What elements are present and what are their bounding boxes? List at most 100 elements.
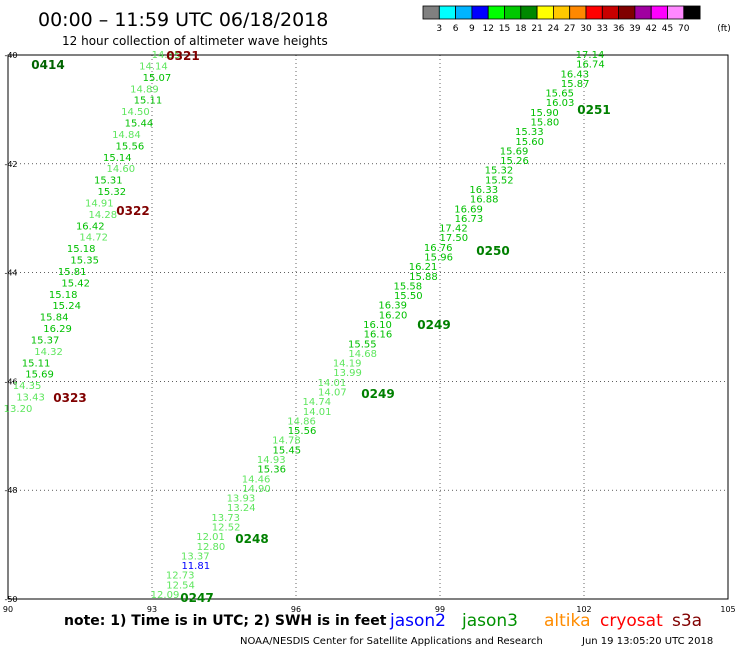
swh-value: 14.28 — [88, 210, 117, 221]
swh-value: 14.68 — [348, 349, 377, 360]
lat-tick-label: -40 — [4, 51, 17, 60]
lat-tick-label: -50 — [4, 595, 17, 604]
scale-tick-label: 21 — [531, 24, 542, 34]
swh-value: 14.50 — [121, 107, 150, 118]
scale-tick-label: 18 — [515, 24, 527, 34]
scale-tick-label: 12 — [482, 24, 493, 34]
scale-tick-label: 33 — [597, 24, 608, 34]
lat-tick-label: -46 — [4, 377, 17, 386]
swh-value: 15.07 — [143, 73, 172, 84]
swh-value: 14.93 — [257, 455, 286, 466]
time-range-title: 00:00 – 11:59 UTC 06/18/2018 — [38, 9, 328, 31]
swh-value: 15.14 — [103, 153, 132, 164]
swh-value: 15.37 — [31, 335, 60, 346]
wave-height-color-scale: 3 6 9 12 15 18 21 24 27 30 33 36 39 42 45 70 (ft) — [422, 5, 731, 34]
lon-tick-label: 99 — [435, 605, 445, 614]
pass-time-label: 0323 — [53, 391, 86, 405]
scale-swatch — [487, 5, 505, 20]
satellite-legend-cryosat: cryosat — [600, 611, 663, 631]
scale-swatch — [438, 5, 456, 20]
scale-tick-label: 45 — [662, 24, 673, 34]
axis-labels: 90 93 96 99 102 105 -40 -42 -44 -46 -48 -50 — [3, 51, 736, 614]
swh-value: 16.03 — [546, 98, 575, 109]
swh-value: 16.16 — [364, 330, 393, 341]
pass-time-label: 0251 — [577, 103, 610, 117]
swh-value: 15.35 — [70, 256, 99, 267]
scale-swatch — [634, 5, 652, 20]
scale-swatch — [455, 5, 473, 20]
swh-value: 15.80 — [531, 118, 560, 129]
swh-value: 15.31 — [94, 176, 123, 187]
swh-value: 14.72 — [79, 233, 108, 244]
scale-swatch — [504, 5, 522, 20]
swh-value: 15.69 — [500, 146, 529, 157]
swh-value: 15.58 — [394, 281, 423, 292]
scale-tick-label: 15 — [499, 24, 510, 34]
swh-value: 16.33 — [469, 185, 498, 196]
swh-value: 15.84 — [40, 313, 69, 324]
swh-value: 14.86 — [287, 416, 316, 427]
scale-tick-label: 36 — [613, 24, 625, 34]
swh-value: 14.60 — [107, 164, 136, 175]
scale-swatch — [683, 5, 701, 20]
lat-tick-label: -48 — [4, 486, 17, 495]
swh-value: 12.73 — [166, 571, 195, 582]
swh-value: 15.44 — [125, 119, 154, 130]
satellite-legend-jason3: jason3 — [461, 611, 518, 631]
pass-time-label: 0321 — [166, 49, 199, 63]
swh-value: 17.42 — [439, 224, 468, 235]
swh-value: 15.96 — [424, 253, 453, 264]
satellite-legend-s3a: s3a — [672, 611, 702, 631]
swh-value: 14.90 — [242, 484, 271, 495]
swh-value: 12.54 — [166, 580, 195, 591]
lon-tick-label: 93 — [147, 605, 157, 614]
swh-value: 15.11 — [22, 358, 51, 369]
swh-value: 14.35 — [13, 381, 42, 392]
swh-value: 14.46 — [242, 474, 271, 485]
swh-value: 15.56 — [116, 141, 145, 152]
swh-value: 12.80 — [197, 542, 226, 553]
footer-note: note: 1) Time is in UTC; 2) SWH is in fe… — [64, 613, 387, 629]
satellite-legend-jason2: jason2 — [389, 611, 446, 631]
lon-tick-label: 105 — [720, 605, 735, 614]
lon-tick-label: 96 — [291, 605, 301, 614]
footer-credit: NOAA/NESDIS Center for Satellite Applica… — [240, 636, 543, 647]
swh-value: 15.87 — [561, 79, 590, 90]
swh-value: 17.50 — [439, 233, 468, 244]
scale-swatch — [553, 5, 571, 20]
swh-value: 16.10 — [363, 320, 392, 331]
swh-value: 11.81 — [181, 561, 210, 572]
swh-value: 15.18 — [67, 244, 96, 255]
lat-lon-grid — [8, 55, 728, 599]
swh-value: 17.14 — [576, 50, 605, 61]
swh-value: 16.39 — [378, 301, 407, 312]
scale-swatch — [471, 5, 489, 20]
swh-value: 12.09 — [151, 590, 180, 601]
swh-value: 15.11 — [134, 96, 163, 107]
swh-value: 15.42 — [61, 278, 90, 289]
swh-value: 14.01 — [318, 378, 347, 389]
swh-value: 15.65 — [545, 89, 574, 100]
swh-value: 13.93 — [227, 494, 256, 505]
swh-value: 15.32 — [97, 187, 126, 198]
swh-value: 14.01 — [303, 407, 332, 418]
swh-value: 15.50 — [394, 291, 423, 302]
swh-value: 13.99 — [333, 368, 362, 379]
scale-swatch — [569, 5, 587, 20]
swh-value: 16.20 — [379, 310, 408, 321]
scale-swatch — [422, 5, 440, 20]
scale-tick-label: 6 — [453, 24, 459, 34]
swh-value: 16.21 — [409, 262, 438, 273]
scale-tick-label: 24 — [548, 24, 560, 34]
scale-tick-label: 9 — [469, 24, 475, 34]
map-frame — [7, 54, 729, 600]
swh-value: 15.60 — [515, 137, 544, 148]
lat-tick-label: -42 — [4, 160, 17, 169]
pass-time-label: 0249 — [417, 318, 450, 332]
swh-value: 14.07 — [318, 388, 347, 399]
swh-value: 12.01 — [196, 532, 225, 543]
scale-swatch — [520, 5, 538, 20]
swh-value: 15.55 — [348, 339, 377, 350]
lon-tick-label: 102 — [576, 605, 591, 614]
